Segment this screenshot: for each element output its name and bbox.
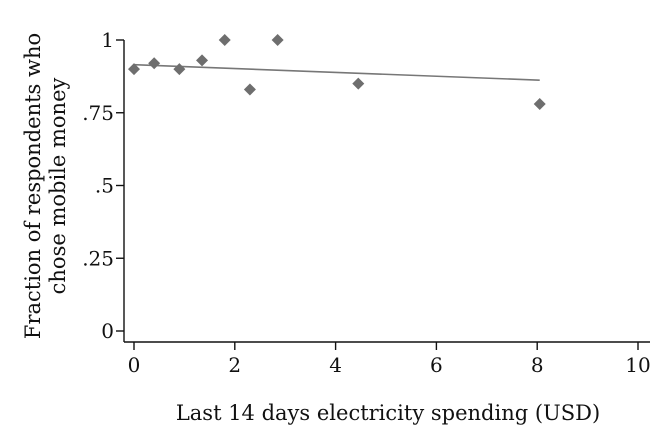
y-tick-label: 1 [101, 28, 114, 52]
y-tick-label: .75 [82, 101, 114, 125]
y-tick-label: .5 [95, 174, 114, 198]
x-tick-label: 2 [228, 353, 241, 377]
y-tick-label: .25 [82, 246, 114, 270]
data-point [218, 34, 231, 46]
x-tick-label: 0 [128, 353, 141, 377]
x-tick-label: 6 [430, 353, 443, 377]
data-point [533, 98, 546, 111]
y-tick-label: 0 [101, 319, 114, 343]
data-point [148, 57, 161, 70]
x-tick-label: 10 [625, 353, 650, 377]
fit-line [133, 63, 540, 81]
y-axis-title-line: chose mobile money [46, 78, 70, 295]
x-tick-label: 4 [329, 353, 342, 377]
x-tick-label: 8 [531, 353, 544, 377]
data-point [271, 34, 284, 46]
data-point [128, 63, 140, 76]
y-axis-title: Fraction of respondents whochose mobile … [21, 33, 70, 339]
data-point [243, 83, 256, 96]
data-point [196, 54, 209, 67]
data-point [173, 63, 186, 76]
data-point [352, 77, 365, 90]
y-axis-title-line: Fraction of respondents who [21, 33, 45, 339]
x-axis-title: Last 14 days electricity spending (USD) [176, 401, 600, 425]
